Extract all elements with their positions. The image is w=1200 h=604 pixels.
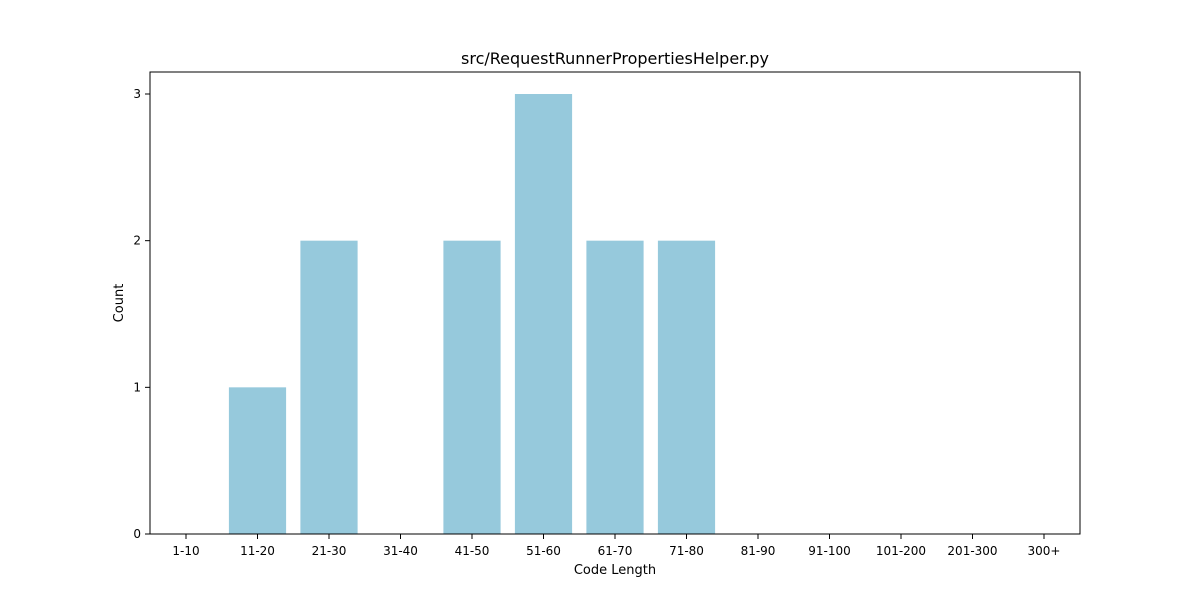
bars-group — [228, 94, 716, 534]
y-axis-ticks: 0 1 2 3 — [133, 87, 150, 541]
bar-51-60 — [514, 94, 573, 534]
x-tick-label: 11-20 — [240, 544, 275, 558]
x-tick-label: 101-200 — [876, 544, 926, 558]
y-tick-label: 2 — [133, 234, 141, 248]
bar-11-20 — [228, 387, 287, 534]
bar-21-30 — [300, 240, 358, 534]
x-tick-label: 21-30 — [312, 544, 347, 558]
x-tick-label: 201-300 — [947, 544, 997, 558]
y-tick-label: 0 — [133, 527, 141, 541]
bar-61-70 — [586, 240, 644, 534]
bar-41-50 — [443, 240, 501, 534]
y-tick-label: 1 — [133, 380, 141, 394]
y-tick-label: 3 — [133, 87, 141, 101]
chart-title: src/RequestRunnerPropertiesHelper.py — [461, 49, 769, 68]
x-tick-label: 41-50 — [455, 544, 490, 558]
x-tick-label: 300+ — [1028, 544, 1061, 558]
x-tick-label: 1-10 — [172, 544, 199, 558]
y-axis-label: Count — [112, 284, 127, 323]
x-tick-label: 31-40 — [383, 544, 418, 558]
x-axis-ticks: 1-10 11-20 21-30 31-40 41-50 51-60 61-70 71-80 8… — [172, 534, 1060, 558]
x-tick-label: 91-100 — [808, 544, 851, 558]
x-tick-label: 71-80 — [669, 544, 704, 558]
x-tick-label: 61-70 — [598, 544, 633, 558]
x-tick-label: 81-90 — [741, 544, 776, 558]
x-tick-label: 51-60 — [526, 544, 561, 558]
bar-71-80 — [657, 240, 716, 534]
x-axis-label: Code Length — [574, 563, 656, 578]
